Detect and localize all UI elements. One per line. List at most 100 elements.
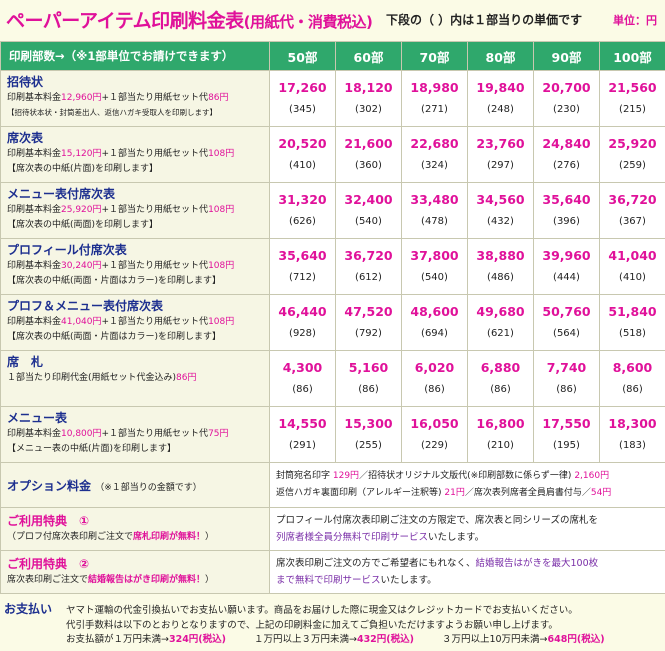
price-cell: 15,300 (255) [335, 406, 402, 463]
total-price: 8,600 [612, 359, 653, 375]
column-header-3: 80部 [467, 41, 534, 71]
price-cell: 4,300 (86) [269, 350, 336, 407]
total-price: 17,550 [542, 415, 591, 431]
tier-fee: 432円(税込) [356, 634, 414, 645]
tier-fee: 324円(税込) [168, 634, 226, 645]
item-label-cell: 席次表 印刷基本料金15,120円+１部当たり用紙セット代108円 【席次表の中紙(… [0, 126, 270, 183]
benefit-2-label: ご利用特典 ② 席次表印刷ご注文で結婚報告はがき印刷が無料！） [0, 550, 270, 594]
unit-price: (302) [355, 103, 382, 115]
total-price: 24,840 [542, 135, 591, 151]
price-cell: 17,260 (345) [269, 70, 336, 127]
item-label-cell: プロフィール付席次表印刷基本料金30,240円+１部当たり用紙セット代108円【… [0, 238, 270, 295]
price-cell: 22,680 (324) [401, 126, 468, 183]
table-row: 席次表 印刷基本料金15,120円+１部当たり用紙セット代108円 【席次表の中紙(… [0, 126, 665, 183]
price-cell: 48,600 (694) [401, 294, 468, 351]
benefit-1-title: ご利用特典 ① [7, 514, 90, 528]
item-detail-line: 【席次表の中紙(両面・片面はカラー)を印刷します】 [7, 332, 222, 342]
item-label-cell: メニュー表 印刷基本料金10,800円+１部当たり用紙セット代75円 【メニュー表の… [0, 406, 270, 463]
total-price: 23,760 [476, 135, 525, 151]
total-price: 18,300 [608, 415, 657, 431]
item-detail-line: １部当たり印刷代金(用紙セット代金込み)86円 [7, 373, 197, 383]
unit-price: (367) [619, 215, 646, 227]
total-price: 4,300 [282, 359, 323, 375]
benefit-2-title: ご利用特典 ② [7, 557, 90, 571]
unit-price: (345) [289, 103, 316, 115]
item-detail-line: 【招待状本状・封筒差出人、返信ハガキ受取人を印刷します】 [7, 108, 217, 117]
unit-price: (478) [421, 215, 448, 227]
options-title: オプション料金 （※１部当りの金額です） [7, 478, 202, 493]
unit-price: (291) [289, 439, 316, 451]
price-cell: 20,700 (230) [533, 70, 600, 127]
currency-unit: 単位：円 [613, 14, 657, 27]
total-price: 33,480 [410, 191, 459, 207]
unit-price: (195) [553, 439, 580, 451]
benefit-1-label: ご利用特典 ① （プロフ付席次表印刷ご注文で席札印刷が無料！） [0, 507, 270, 551]
price-cell: 18,120 (302) [335, 70, 402, 127]
unit-price: (396) [553, 215, 580, 227]
table-row: プロフ＆メニュー表付席次表 印刷基本料金41,040円+１部当たり用紙セット代10… [0, 294, 665, 351]
item-detail-line: 【席次表の中紙(両面)を印刷します】 [7, 220, 159, 230]
benefit-1-sub: （プロフ付席次表印刷ご注文で席札印刷が無料！） [7, 532, 215, 542]
options-body: 封筒宛名印字 129円／招待状オリジナル文版代(※印刷部数に係らず一律) 2,1… [269, 462, 665, 508]
price-cell: 18,300 (183) [599, 406, 665, 463]
price-cell: 31,320 (626) [269, 182, 336, 239]
unit-price: (255) [355, 439, 382, 451]
unit-price: (540) [421, 271, 448, 283]
price-cell: 38,880 (486) [467, 238, 534, 295]
total-price: 6,880 [480, 359, 521, 375]
price-cell: 32,400 (540) [335, 182, 402, 239]
total-price: 21,560 [608, 79, 657, 95]
unit-price: (518) [619, 327, 646, 339]
unit-price: (792) [355, 327, 382, 339]
unit-price: (183) [619, 439, 646, 451]
total-price: 15,300 [344, 415, 393, 431]
total-price: 48,600 [410, 303, 459, 319]
price-cell: 23,760 (297) [467, 126, 534, 183]
benefit-row-2: ご利用特典 ② 席次表印刷ご注文で結婚報告はがき印刷が無料！） 席次表印刷ご注文… [0, 550, 665, 594]
column-header-4: 90部 [533, 41, 600, 71]
item-name: プロフィール付席次表 [7, 243, 127, 257]
price-cell: 39,960 (444) [533, 238, 600, 295]
unit-price: (297) [487, 159, 514, 171]
unit-price: (86) [292, 383, 313, 395]
unit-price: (259) [619, 159, 646, 171]
unit-price: (694) [421, 327, 448, 339]
table-row: 席 札 １部当たり印刷代金(用紙セット代金込み)86円 4,300 (86) 5,160… [0, 350, 665, 407]
total-price: 36,720 [344, 247, 393, 263]
unit-price: (271) [421, 103, 448, 115]
total-price: 22,680 [410, 135, 459, 151]
tier-fee: 648円(税込) [547, 634, 605, 645]
benefit-row-1: ご利用特典 ① （プロフ付席次表印刷ご注文で席札印刷が無料！） プロフィール付席… [0, 507, 665, 551]
total-price: 34,560 [476, 191, 525, 207]
total-price: 46,440 [278, 303, 327, 319]
total-price: 14,550 [278, 415, 327, 431]
item-name: メニュー表 [7, 411, 68, 425]
item-detail-line: 【席次表の中紙(両面・片面はカラー)を印刷します】 [7, 276, 222, 286]
payment-tier: １万円以上３万円未満→432円(税込) [253, 634, 414, 645]
options-table: オプション料金 （※１部当りの金額です） 封筒宛名印字 129円／招待状オリジナ… [0, 462, 665, 594]
price-cell: 33,480 (478) [401, 182, 468, 239]
table-row: プロフィール付席次表印刷基本料金30,240円+１部当たり用紙セット代108円【… [0, 238, 665, 295]
total-price: 35,640 [278, 247, 327, 263]
unit-price: (360) [355, 159, 382, 171]
column-header-5: 100部 [599, 41, 665, 71]
price-table-header: 印刷部数→（※1部単位でお請けできます） 50部 60部 70部 80部 90部 100部 [0, 41, 665, 71]
item-name: 招待状 [7, 75, 44, 89]
item-label-cell: メニュー表付席次表 印刷基本料金25,920円+１部当たり用紙セット代108円 【席… [0, 182, 270, 239]
total-price: 7,740 [546, 359, 587, 375]
item-name: プロフ＆メニュー表付席次表 [7, 299, 164, 313]
unit-price: (248) [487, 103, 514, 115]
price-cell: 21,600 (360) [335, 126, 402, 183]
benefit-2-body: 席次表印刷ご注文の方でご希望者にもれなく、結婚報告はがきを最大100枚 まで無料… [269, 550, 665, 594]
total-price: 18,120 [344, 79, 393, 95]
total-price: 5,160 [348, 359, 389, 375]
payment-label: お支払い [4, 602, 53, 616]
total-price: 19,840 [476, 79, 525, 95]
item-detail-line: 印刷基本料金25,920円+１部当たり用紙セット代108円 [7, 205, 235, 215]
benefit-1-body: プロフィール付席次表印刷ご注文の方限定で、席次表と同シリーズの席札を 列席者様全… [269, 507, 665, 551]
price-cell: 34,560 (432) [467, 182, 534, 239]
unit-price: (215) [619, 103, 646, 115]
price-cell: 35,640 (396) [533, 182, 600, 239]
price-cell: 16,800 (210) [467, 406, 534, 463]
item-detail-line: 印刷基本料金30,240円+１部当たり用紙セット代108円 [7, 261, 235, 271]
